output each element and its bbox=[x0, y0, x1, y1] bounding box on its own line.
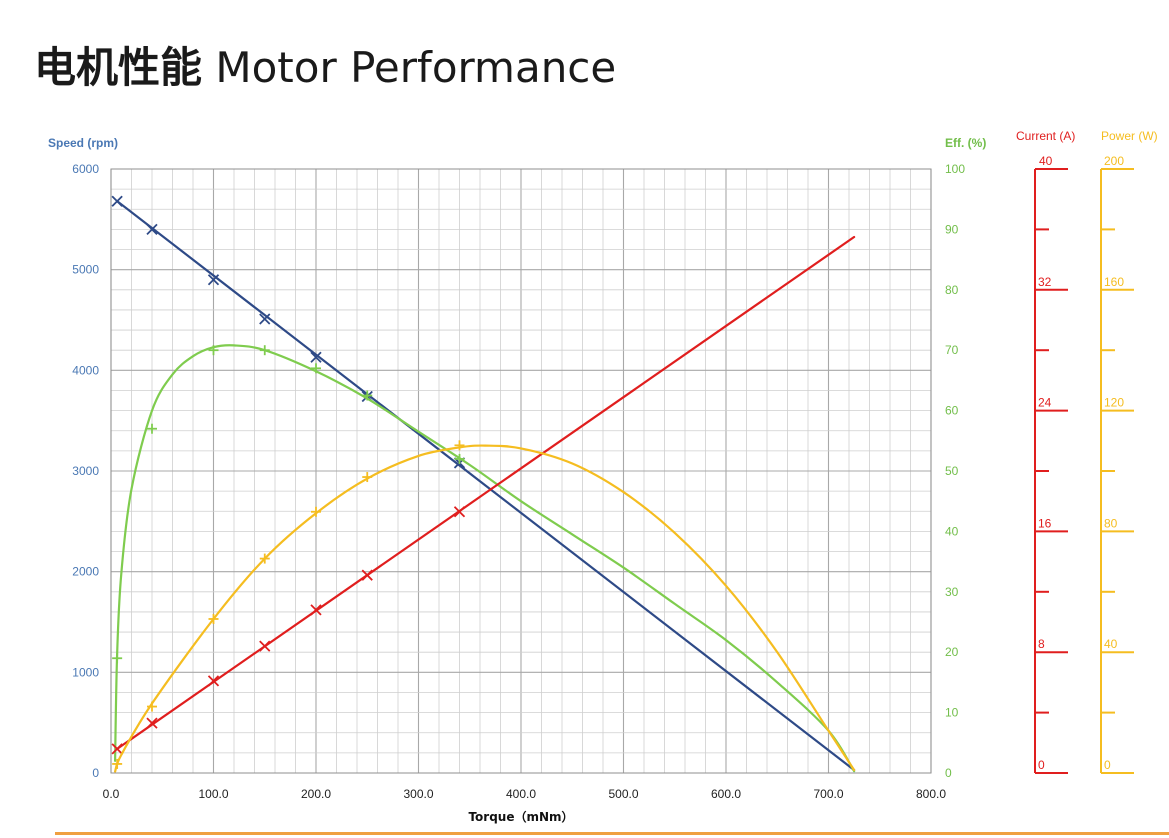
plot-border bbox=[110, 168, 932, 774]
x-tick-label: 700.0 bbox=[813, 787, 843, 801]
efficiency-tick-label: 40 bbox=[945, 524, 959, 538]
x-tick-label: 400.0 bbox=[506, 787, 536, 801]
power-scale-tick-label: 80 bbox=[1104, 516, 1118, 530]
efficiency-tick-label: 30 bbox=[945, 585, 959, 599]
eff-marker bbox=[208, 345, 219, 356]
power-w-marker bbox=[362, 472, 373, 483]
power-scale-tick-label: 200 bbox=[1104, 154, 1124, 168]
eff-marker bbox=[454, 453, 465, 464]
eff-marker bbox=[259, 345, 270, 356]
speed-rpm-marker bbox=[207, 274, 220, 286]
x-tick-label: 300.0 bbox=[403, 787, 433, 801]
current-a-marker bbox=[361, 569, 373, 581]
current-a-marker bbox=[259, 640, 271, 652]
page-title: 电机性能 Motor Performance bbox=[34, 34, 616, 95]
eff-marker bbox=[362, 390, 373, 401]
x-tick-label: 600.0 bbox=[711, 787, 741, 801]
current-a-curve bbox=[116, 235, 856, 750]
efficiency-tick-label: 90 bbox=[945, 222, 959, 236]
current-a-marker bbox=[310, 604, 322, 616]
current-scale-tick-label: 32 bbox=[1038, 275, 1052, 289]
efficiency-axis-title: Eff. (%) bbox=[945, 136, 986, 150]
eff-marker bbox=[147, 423, 157, 434]
footer-divider bbox=[55, 832, 1169, 835]
efficiency-tick-label: 60 bbox=[945, 404, 959, 418]
power-w-marker bbox=[259, 553, 270, 564]
current-a-marker bbox=[111, 743, 123, 755]
speed-rpm-marker bbox=[111, 195, 123, 207]
current-scale-tick-label: 40 bbox=[1039, 154, 1053, 168]
power-w-curve bbox=[114, 444, 856, 773]
efficiency-tick-label: 100 bbox=[945, 162, 965, 176]
speed-rpm-marker bbox=[146, 223, 158, 236]
efficiency-tick-label: 20 bbox=[945, 645, 959, 659]
power-w-marker bbox=[311, 506, 321, 517]
speed-tick-label: 2000 bbox=[72, 565, 99, 579]
current-scale-tick-label: 0 bbox=[1038, 758, 1045, 772]
power-w-marker bbox=[112, 758, 123, 769]
speed-rpm-marker bbox=[310, 351, 322, 363]
speed-tick-label: 1000 bbox=[72, 665, 99, 679]
speed-tick-label: 5000 bbox=[72, 263, 99, 277]
power-scale-title: Power (W) bbox=[1101, 129, 1158, 143]
speed-rpm-marker bbox=[259, 313, 271, 325]
power-w-marker bbox=[208, 613, 219, 624]
efficiency-tick-label: 10 bbox=[945, 706, 959, 720]
speed-tick-label: 3000 bbox=[72, 464, 99, 478]
eff-marker bbox=[311, 363, 321, 374]
page-title-english: Motor Performance bbox=[215, 43, 617, 92]
x-tick-label: 0.0 bbox=[103, 787, 120, 801]
axes-layer: 0.0 100.0 200.0 300.0 400.0 500.0 600.0 700.0 80… bbox=[48, 136, 986, 824]
x-tick-label: 800.0 bbox=[916, 787, 946, 801]
current-scale-tick-label: 16 bbox=[1038, 516, 1052, 530]
speed-tick-label: 4000 bbox=[72, 363, 99, 377]
x-tick-label: 200.0 bbox=[301, 787, 331, 801]
current-scale-tick-label: 8 bbox=[1038, 637, 1045, 651]
eff-curve bbox=[114, 344, 856, 773]
power-w-marker bbox=[454, 440, 465, 451]
efficiency-tick-label: 80 bbox=[945, 283, 959, 297]
efficiency-tick-label: 0 bbox=[945, 766, 952, 780]
grid-layer bbox=[110, 168, 932, 774]
current-a-marker bbox=[146, 717, 158, 729]
current-a-marker bbox=[453, 506, 466, 518]
speed-tick-label: 6000 bbox=[72, 162, 99, 176]
power-scale-tick-label: 0 bbox=[1104, 758, 1111, 772]
current-scale-title: Current (A) bbox=[1016, 129, 1075, 143]
eff-marker bbox=[112, 653, 123, 664]
page-title-chinese: 电机性能 bbox=[34, 43, 203, 92]
efficiency-tick-label: 70 bbox=[945, 343, 959, 357]
speed-axis-title: Speed (rpm) bbox=[48, 136, 118, 150]
power-scale-tick-label: 120 bbox=[1104, 396, 1124, 410]
speed-tick-label: 0 bbox=[92, 766, 99, 780]
series-layer bbox=[111, 195, 856, 773]
x-tick-label: 500.0 bbox=[608, 787, 638, 801]
current-a-marker bbox=[207, 675, 220, 687]
side-scales: 0 8 16 24 32 40 Current (A) 0 40 80 120 160 200 Power… bbox=[1016, 129, 1158, 774]
power-scale-tick-label: 160 bbox=[1104, 275, 1124, 289]
power-scale-tick-label: 40 bbox=[1104, 637, 1118, 651]
speed-rpm-curve bbox=[116, 200, 856, 772]
efficiency-tick-label: 50 bbox=[945, 464, 959, 478]
x-axis-title: Torque（mNm） bbox=[468, 809, 573, 824]
x-tick-label: 100.0 bbox=[198, 787, 228, 801]
power-w-marker bbox=[147, 701, 157, 712]
current-scale-tick-label: 24 bbox=[1038, 396, 1052, 410]
